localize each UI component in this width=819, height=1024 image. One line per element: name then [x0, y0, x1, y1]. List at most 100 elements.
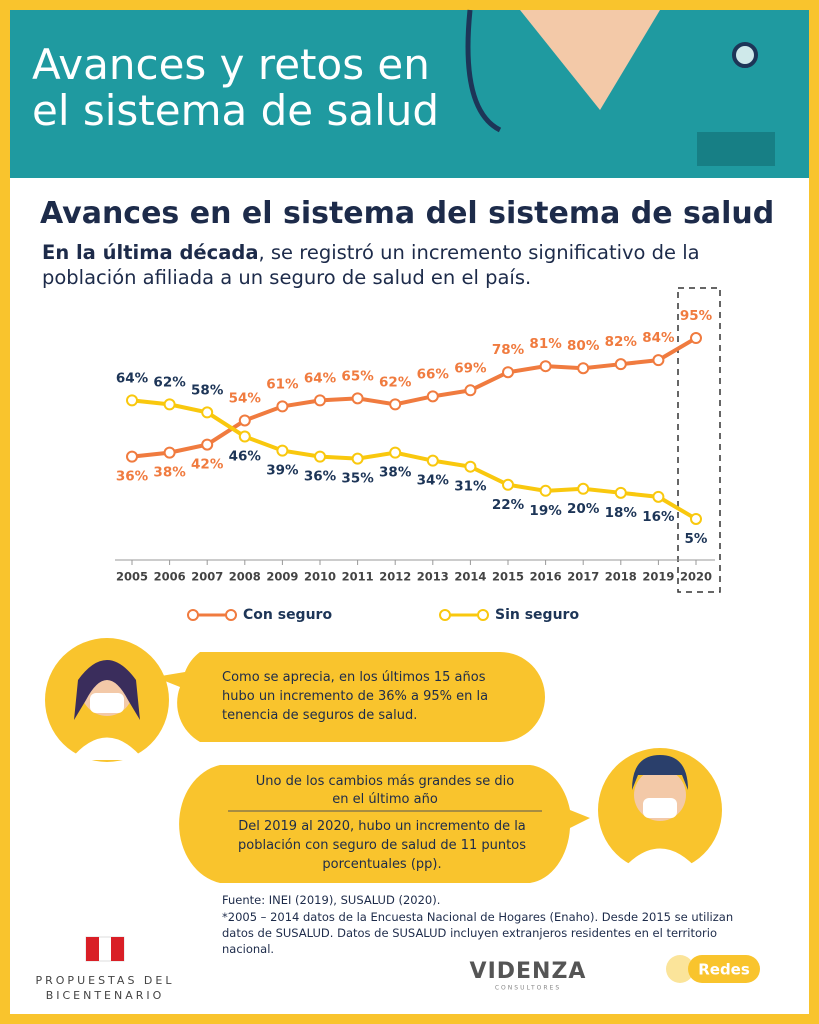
redes-dot — [666, 955, 694, 983]
doctor-1-mask — [90, 693, 124, 713]
point — [539, 484, 552, 497]
data-label: 18% — [605, 505, 638, 521]
data-label: 95% — [680, 308, 713, 324]
flag-right — [111, 937, 124, 961]
data-label: 38% — [153, 465, 186, 481]
legend-label: Sin seguro — [495, 607, 579, 623]
data-label: 64% — [116, 370, 149, 386]
x-tick-label: 2014 — [454, 570, 486, 584]
data-label: 5% — [685, 531, 708, 547]
doctor-2-coat — [620, 848, 700, 872]
videnza-logo: VIDENZA — [470, 959, 587, 984]
intro-text: , se registró un incremento significativ… — [42, 241, 700, 289]
series-line — [131, 398, 698, 521]
point — [163, 446, 176, 459]
data-label: 20% — [567, 501, 600, 517]
x-tick-label: 2008 — [229, 570, 261, 584]
point — [351, 392, 364, 405]
series-line — [131, 336, 698, 459]
point — [389, 398, 402, 411]
point — [426, 390, 439, 403]
videnza-sub: CONSULTORES — [495, 985, 561, 992]
point — [238, 430, 251, 443]
data-label: 61% — [266, 376, 299, 392]
point — [614, 358, 627, 371]
point — [276, 444, 289, 457]
point — [577, 482, 590, 495]
data-label: 80% — [567, 338, 600, 354]
legend-dot — [225, 609, 237, 621]
point — [351, 452, 364, 465]
point — [201, 406, 214, 419]
data-label: 84% — [642, 330, 675, 346]
pocket — [697, 132, 775, 166]
data-label: 62% — [379, 374, 412, 390]
x-tick-label: 2019 — [642, 570, 674, 584]
data-label: 69% — [454, 360, 487, 376]
data-label: 38% — [379, 465, 412, 481]
intro-bold: En la última década — [42, 241, 259, 264]
doctor-1-coat — [70, 737, 144, 760]
legend-dot — [187, 609, 199, 621]
legend-dot — [439, 609, 451, 621]
source: Fuente: INEI (2019), SUSALUD (2020). — [222, 893, 441, 907]
logo-line-2: BICENTENARIO — [46, 989, 165, 1002]
doctor-2-hair — [632, 755, 688, 790]
data-label: 34% — [417, 473, 450, 489]
x-tick-label: 2018 — [605, 570, 637, 584]
data-label: 19% — [529, 503, 562, 519]
bubble-1 — [155, 652, 545, 742]
point — [201, 438, 214, 451]
intro: En la última década, se registró un incr… — [42, 240, 762, 290]
x-tick-label: 2006 — [154, 570, 186, 584]
data-label: 22% — [492, 497, 525, 513]
data-label: 78% — [492, 342, 525, 358]
point — [652, 354, 665, 367]
data-label: 66% — [417, 366, 450, 382]
bubble-2 — [179, 765, 590, 883]
point — [577, 362, 590, 375]
point — [464, 460, 477, 473]
logo-line-1: PROPUESTAS DEL — [36, 974, 175, 987]
x-tick-label: 2013 — [417, 570, 449, 584]
point — [464, 384, 477, 397]
data-label: 54% — [229, 390, 262, 406]
data-label: 64% — [304, 370, 337, 386]
x-tick-label: 2010 — [304, 570, 336, 584]
data-label: 36% — [304, 469, 337, 485]
data-label: 35% — [341, 471, 374, 487]
heading: Avances en el sistema del sistema de sal… — [40, 196, 775, 231]
point — [389, 446, 402, 459]
bubble-2-body: Del 2019 al 2020, hubo un incremento de … — [238, 819, 526, 872]
data-label: 65% — [341, 368, 374, 384]
header-title-line: Avances y retos en — [32, 40, 430, 89]
point — [426, 454, 439, 467]
point — [539, 360, 552, 373]
bubble-2-heading: Uno de los cambios más grandes se dio en… — [255, 774, 515, 807]
stethoscope-head — [732, 42, 758, 68]
header-title: Avances y retos en el sistema de salud — [32, 42, 439, 134]
point — [502, 366, 514, 379]
doctor-2-mask — [643, 798, 677, 818]
data-label: 31% — [454, 479, 487, 495]
note: *2005 – 2014 datos de la Encuesta Nacion… — [222, 910, 734, 956]
bubble-1-text: Como se aprecia, en los últimos 15 años … — [222, 670, 489, 723]
data-label: 16% — [642, 509, 675, 525]
point — [126, 394, 138, 407]
stethoscope — [465, 9, 502, 133]
data-label: 62% — [153, 374, 186, 390]
point — [314, 450, 326, 463]
header-band — [10, 10, 809, 178]
point — [163, 398, 176, 411]
data-label: 81% — [529, 336, 562, 352]
point — [502, 478, 514, 491]
legend-label: Con seguro — [243, 607, 332, 623]
data-label: 58% — [191, 382, 224, 398]
x-tick-label: 2012 — [379, 570, 411, 584]
data-label: 82% — [605, 334, 638, 350]
point — [690, 512, 702, 525]
flag-left — [86, 937, 99, 961]
point — [652, 490, 665, 503]
